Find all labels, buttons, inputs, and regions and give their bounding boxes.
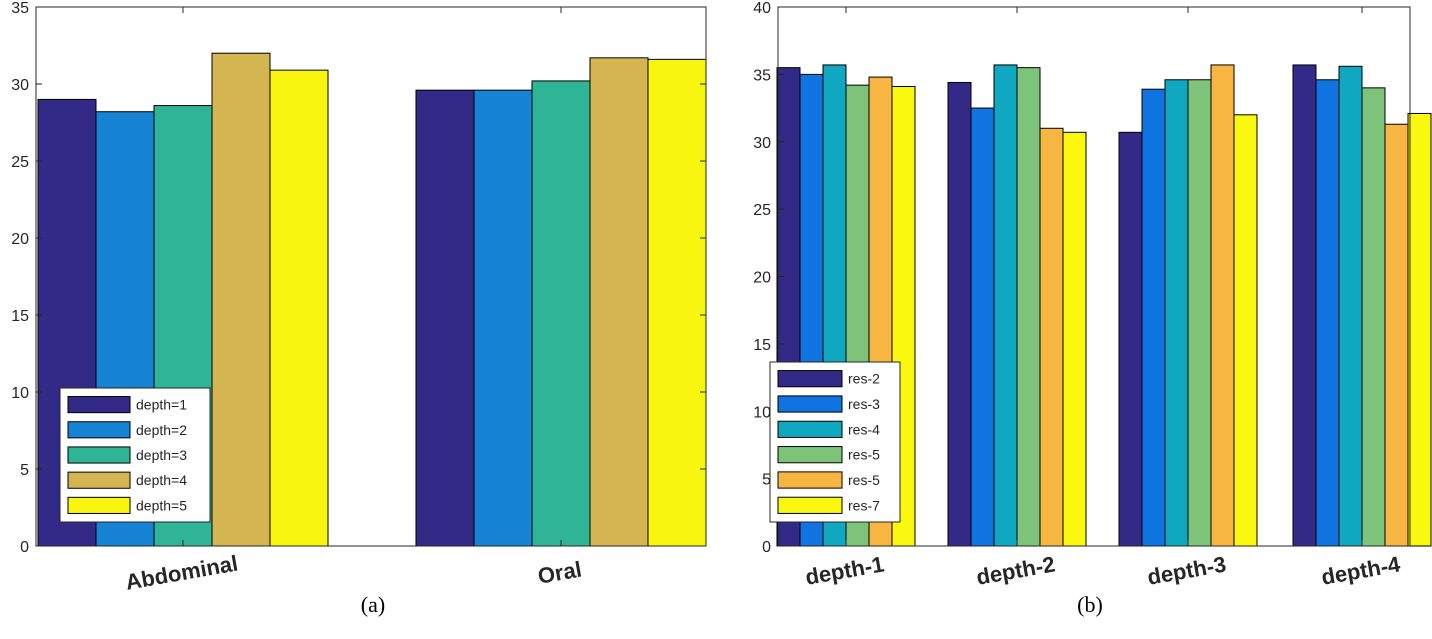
legend: res-2 res-3 res-4 res-5 res-5 res-7 [769,361,901,523]
y-tick-label: 20 [753,270,771,287]
legend: depth=1 depth=2 depth=3 depth=4 depth=5 [59,387,211,523]
bar-depth-3-res-4 [1164,79,1189,547]
y-tick-label: 15 [11,308,29,325]
bar-abdominal-depth-5 [269,69,329,547]
legend-label-res-4: res-4 [848,421,880,437]
legend-swatch-depth-5 [67,496,131,514]
x-tick-label-depth-4: depth-4 [1319,551,1402,590]
x-tick-label-oral: Oral [536,556,584,588]
bar-depth-2-res-2 [947,81,972,547]
legend-label-res-5: res-5 [848,472,880,488]
bar-oral-depth-5 [647,58,707,547]
bar-depth-3-res-2 [1118,131,1143,547]
legend-swatch-res-3 [777,395,843,413]
bar-depth-4-res-3 [1315,79,1340,547]
legend-label-depth-3: depth=3 [136,447,187,463]
bar-depth-4-res-5 [1384,123,1409,547]
y-tick-label: 25 [753,202,771,219]
bar-depth-4-res-7 [1407,112,1432,547]
bar-oral-depth-4 [589,57,649,547]
legend-swatch-depth-3 [67,446,131,464]
y-tick-label: 10 [753,404,771,421]
legend-swatch-res-5 [777,471,843,489]
bar-depth-4-res-5 [1361,87,1386,547]
bar-depth-4-res-4 [1338,65,1363,547]
legend-swatch-res-5 [777,446,843,464]
bar-oral-depth-1 [415,89,475,547]
legend-swatch-res-7 [777,496,843,514]
legend-swatch-depth-1 [67,396,131,414]
axes-box [35,6,707,547]
bar-abdominal-depth-4 [211,52,271,547]
x-tick-label-depth-1: depth-1 [803,551,886,589]
legend-swatch-res-4 [777,420,843,438]
legend-label-depth-4: depth=4 [136,472,187,488]
y-tick-label: 30 [753,135,771,152]
bar-depth-2-res-5 [1039,127,1064,547]
legend-label-res-5: res-5 [848,447,880,463]
bar-depth-3-res-5 [1187,79,1212,547]
bar-depth-2-res-5 [1016,67,1041,547]
caption: (a) [361,592,385,617]
y-tick-label: 35 [11,0,29,17]
y-tick-label: 15 [753,337,771,354]
y-tick-label: 40 [753,0,771,17]
bar-oral-depth-3 [531,80,591,547]
bar-depth-4-res-2 [1292,64,1317,547]
legend-label-res-2: res-2 [848,371,880,387]
legend-swatch-depth-2 [67,421,131,439]
y-tick-label: 25 [11,154,29,171]
y-tick-label: 5 [20,462,29,479]
y-tick-label: 0 [762,539,771,556]
bar-depth-3-res-5 [1210,64,1235,547]
chart-panel-a: Abdominal Oral05101520253035depth=1depth=… [11,0,707,617]
x-tick-label-abdominal: Abdominal [124,550,240,594]
x-tick-label-depth-3: depth-3 [1145,551,1228,589]
y-tick-label: 10 [11,385,29,402]
bar-depth-3-res-3 [1141,88,1166,547]
bar-oral-depth-2 [473,89,533,547]
legend-swatch-res-2 [777,370,843,388]
legend-label-depth-5: depth=5 [136,497,187,513]
y-tick-label: 30 [11,77,29,94]
legend-swatch-depth-4 [67,471,131,489]
legend-box [769,361,901,523]
legend-label-res-3: res-3 [848,396,880,412]
bar-depth-2-res-3 [970,107,995,547]
bar-depth-3-res-7 [1233,114,1258,547]
bar-depth-2-res-4 [993,64,1018,547]
bar-depth-2-res-7 [1062,131,1087,547]
y-tick-label: 20 [11,231,29,248]
legend-label-res-7: res-7 [848,497,880,513]
x-tick-label-depth-2: depth-2 [974,551,1057,589]
legend-label-depth-2: depth=2 [136,422,187,438]
y-tick-label: 5 [762,472,771,489]
y-tick-label: 0 [20,539,29,556]
chart-panel-b: depth-1 depth-2 depth-3 depth-4 0 5 10 15 20 25 30… [753,0,1432,617]
y-tick-label: 35 [753,67,771,84]
caption: (b) [1077,592,1103,617]
legend-label-depth-1: depth=1 [136,397,187,413]
